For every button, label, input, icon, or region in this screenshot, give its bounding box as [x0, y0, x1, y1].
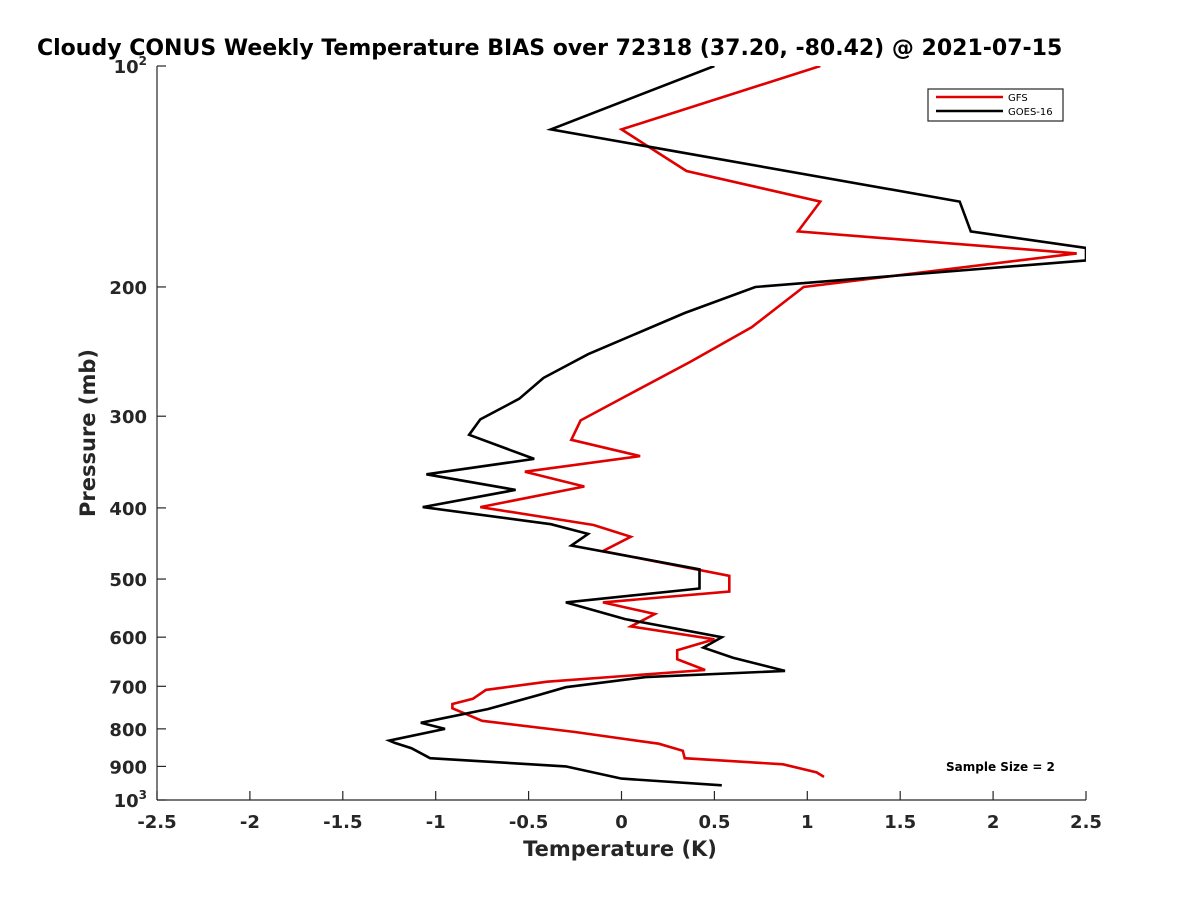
series-line-gfs — [451, 66, 1077, 779]
y-tick-label: 600 — [109, 628, 147, 649]
y-tick-label: 500 — [109, 570, 147, 591]
legend-box — [927, 88, 1064, 122]
x-tick-label: 2.5 — [1070, 812, 1102, 833]
legend: GFS GOES-16 — [927, 88, 1064, 122]
x-tick-label: -2 — [240, 812, 260, 833]
y-tick-label: 300 — [109, 407, 147, 428]
y-tick-label: 200 — [109, 278, 147, 299]
x-tick-label: 1.5 — [884, 812, 916, 833]
x-tick-label: 2 — [987, 812, 1000, 833]
chart-title: Cloudy CONUS Weekly Temperature BIAS ove… — [37, 36, 1062, 61]
axes-frame — [156, 66, 1086, 801]
x-tick-label: -2.5 — [137, 812, 176, 833]
y-axis-label: Pressure (mb) — [76, 349, 100, 517]
series-line-goes-16 — [384, 66, 1086, 787]
x-tick-label: -1 — [426, 812, 446, 833]
y-tick-label: 103 — [114, 788, 147, 812]
y-tick-label: 900 — [109, 757, 147, 778]
sample-size-annotation: Sample Size = 2 — [946, 760, 1055, 774]
legend-label-gfs: GFS — [1008, 93, 1028, 104]
x-tick-label: -0.5 — [509, 812, 548, 833]
y-tick-label: 700 — [109, 677, 147, 698]
y-tick-label: 800 — [109, 720, 147, 741]
y-tick-label: 102 — [114, 54, 147, 78]
series-layer — [384, 66, 1086, 787]
x-tick-label: 1 — [801, 812, 814, 833]
ticks-layer: -2.5 -2 -1.5 -1 -0.5 0 0.5 1 1.5 2 2.5 102 200 300 400… — [109, 54, 1102, 833]
y-tick-label: 400 — [109, 499, 147, 520]
x-tick-label: 0 — [615, 812, 628, 833]
x-axis-label: Temperature (K) — [523, 837, 717, 861]
x-tick-label: -1.5 — [323, 812, 362, 833]
x-tick-label: 0.5 — [698, 812, 730, 833]
legend-label-goes-16: GOES-16 — [1008, 107, 1053, 118]
